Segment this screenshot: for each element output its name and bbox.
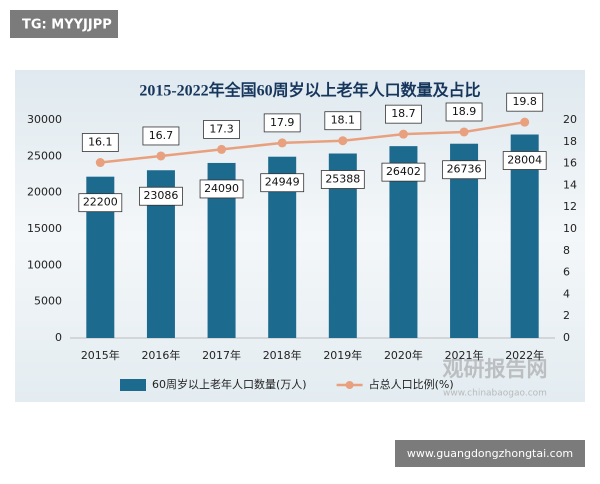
bar-label-box — [502, 151, 547, 170]
line-point — [277, 138, 287, 148]
line-label-box — [263, 113, 301, 133]
watermark-box — [395, 440, 585, 467]
bar-label-box — [78, 193, 123, 213]
line-label-text: 18.9 — [452, 105, 477, 118]
line-label: 19.8 — [506, 92, 544, 112]
x-tick-label: 2022年 — [505, 348, 544, 362]
line-point — [338, 136, 348, 146]
bar-label-box — [199, 179, 244, 199]
bar-label-box — [320, 170, 365, 189]
line-label-box — [385, 104, 422, 124]
bar-label-text: 24090 — [204, 182, 239, 195]
line-label-text: 16.1 — [88, 136, 113, 149]
bar-label-box — [381, 162, 426, 182]
bar-label: 23086 — [139, 186, 183, 206]
line-label: 18.7 — [385, 104, 422, 124]
bar-label-box — [260, 173, 305, 193]
line-label-box — [324, 111, 362, 131]
line-point — [156, 151, 166, 161]
x-tick-label: 2015年 — [81, 348, 120, 362]
y-tick-label: 20000 — [27, 186, 62, 199]
y-tick-label: 5000 — [34, 295, 62, 308]
bar-label-box — [139, 186, 183, 206]
y2-tick-label: 18 — [563, 135, 577, 148]
line-label-text: 16.7 — [149, 129, 174, 142]
x-tick-label: 2021年 — [445, 348, 484, 362]
x-tick-label: 2019年 — [323, 348, 362, 362]
legend-label: 60周岁以上老年人口数量(万人) — [152, 377, 307, 391]
line-point — [398, 129, 408, 139]
y-tick-label: 10000 — [27, 258, 62, 271]
bar-label-text: 24949 — [265, 176, 300, 189]
x-tick-label: 2016年 — [141, 348, 180, 362]
line-label-text: 17.9 — [270, 116, 295, 129]
line-label-text: 17.3 — [209, 122, 234, 135]
bar-label-text: 26736 — [447, 163, 482, 176]
bar-label: 26402 — [381, 162, 426, 182]
bar-label-text: 23086 — [143, 189, 178, 202]
bar-label-text: 26402 — [386, 165, 421, 178]
bar-label-box — [442, 160, 486, 180]
x-tick-label: 2018年 — [263, 348, 302, 362]
legend-label: 占总人口比例(%) — [369, 377, 454, 391]
watermark: www.guangdongzhongtai.com — [407, 447, 573, 460]
line-label: 17.9 — [263, 113, 301, 133]
y2-tick-label: 10 — [563, 222, 577, 235]
line-point — [95, 158, 105, 168]
watermark: TG: MYYJJPP — [22, 18, 112, 33]
line-label: 16.7 — [142, 126, 180, 146]
chart-title: 2015-2022年全国60周岁以上老年人口数量及占比 — [139, 81, 480, 100]
y-tick-label: 25000 — [27, 149, 62, 162]
line-label-box — [142, 126, 180, 146]
y2-tick-label: 4 — [563, 287, 570, 300]
line-label-box — [203, 120, 240, 139]
bar-label-text: 25388 — [325, 173, 360, 186]
watermark: www.chinabaogao.com — [443, 389, 547, 399]
y-tick-label: 30000 — [27, 113, 62, 126]
bar-label: 24949 — [260, 173, 305, 193]
y2-tick-label: 16 — [563, 157, 577, 170]
line-label: 18.9 — [445, 102, 483, 122]
watermark-box — [10, 10, 118, 38]
line-label: 17.3 — [203, 120, 240, 139]
y-tick-label: 15000 — [27, 222, 62, 235]
line-label: 18.1 — [324, 111, 362, 131]
y2-tick-label: 8 — [563, 244, 570, 257]
line-point — [459, 127, 469, 137]
line-label-box — [506, 92, 544, 112]
y2-tick-label: 20 — [563, 113, 577, 126]
bar-label-text: 28004 — [507, 154, 542, 167]
y2-tick-label: 2 — [563, 309, 570, 322]
y2-tick-label: 12 — [563, 200, 577, 213]
bar-label: 22200 — [78, 193, 123, 213]
bar-label: 28004 — [502, 151, 547, 170]
bar-label: 25388 — [320, 170, 365, 189]
legend-swatch — [345, 381, 354, 389]
bar-label-text: 22200 — [83, 196, 118, 209]
watermark: 观研报告网 — [443, 357, 548, 381]
bar-label: 26736 — [442, 160, 486, 180]
y2-tick-label: 0 — [563, 331, 570, 344]
line-point — [520, 117, 530, 127]
line-label-text: 18.7 — [391, 107, 416, 120]
line-label-box — [445, 102, 483, 122]
x-tick-label: 2020年 — [384, 348, 423, 362]
line-point — [217, 144, 227, 154]
line — [100, 120, 525, 164]
y2-tick-label: 14 — [563, 178, 577, 191]
line-label-text: 19.8 — [512, 95, 537, 108]
line-label: 16.1 — [81, 133, 119, 152]
y2-tick-label: 6 — [563, 266, 570, 279]
line-label-text: 18.1 — [331, 114, 356, 127]
y-tick-label: 0 — [55, 331, 62, 344]
bar-label: 24090 — [199, 179, 244, 199]
x-tick-label: 2017年 — [202, 348, 241, 362]
legend-swatch — [120, 379, 146, 391]
line-label-box — [81, 133, 119, 152]
